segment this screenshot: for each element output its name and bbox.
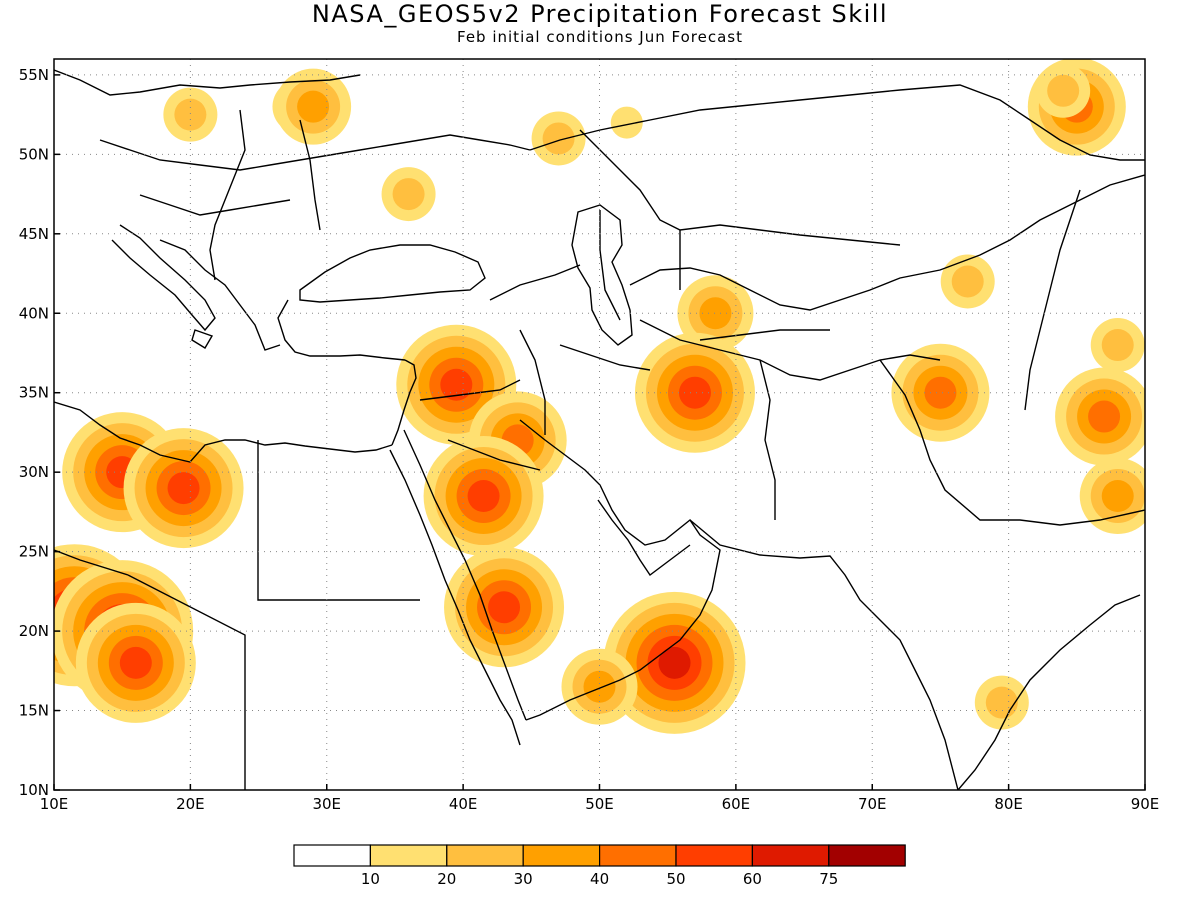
- colorbar: 10 20 30 40 50 60 75: [293, 844, 906, 888]
- skill-patch-15-level-3: [583, 670, 616, 703]
- tick-label-80E: 80E: [994, 795, 1023, 813]
- skill-patch-23-level-3: [1101, 480, 1134, 513]
- skill-patch-7-level-2: [1047, 74, 1080, 107]
- colorbar-label-50: 50: [666, 870, 685, 888]
- skill-patch-12-level-5: [467, 480, 500, 513]
- skill-patch-8-level-3: [699, 297, 732, 330]
- skill-patch-5-level-2: [542, 122, 575, 155]
- colorbar-label-30: 30: [514, 870, 533, 888]
- tick-label-30E: 30E: [312, 795, 341, 813]
- colorbar-swatch-5: [675, 844, 754, 867]
- tick-label-60E: 60E: [722, 795, 751, 813]
- skill-patch-14-level-6: [658, 646, 691, 679]
- colorbar-swatch-7: [828, 844, 906, 867]
- tick-label-10E: 10E: [40, 795, 69, 813]
- tick-label-50N: 50N: [19, 145, 49, 163]
- colorbar-label-75: 75: [819, 870, 838, 888]
- tick-label-35N: 35N: [19, 384, 49, 402]
- tick-label-15N: 15N: [19, 702, 49, 720]
- tick-label-55N: 55N: [19, 66, 49, 84]
- skill-shading: [54, 59, 1145, 734]
- skill-patch-9-level-5: [678, 376, 711, 409]
- tick-label-90E: 90E: [1131, 795, 1160, 813]
- skill-patch-0-level-2: [174, 98, 207, 131]
- colorbar-swatch-2: [446, 844, 524, 867]
- tick-label-20E: 20E: [176, 795, 205, 813]
- skill-patch-22-level-4: [1088, 400, 1121, 433]
- skill-patch-4-level-1: [610, 106, 643, 139]
- coastlines-and-borders: [54, 69, 1145, 790]
- colorbar-label-60: 60: [743, 870, 762, 888]
- skill-patch-24-level-2: [985, 686, 1018, 719]
- tick-label-10N: 10N: [19, 781, 49, 799]
- colorbar-label-20: 20: [437, 870, 456, 888]
- colorbar-label-40: 40: [590, 870, 609, 888]
- tick-label-40N: 40N: [19, 304, 49, 322]
- skill-patch-2-level-3: [297, 90, 330, 123]
- tick-label-40E: 40E: [449, 795, 478, 813]
- tick-label-25N: 25N: [19, 543, 49, 561]
- tick-label-50E: 50E: [585, 795, 614, 813]
- colorbar-swatch-4: [598, 844, 677, 867]
- skill-patch-20-level-5: [119, 646, 152, 679]
- tick-label-20N: 20N: [19, 622, 49, 640]
- axes: 10E 20E 30E 40E 50E 60E 70E 80E 90E 10N 15N 20N 25N 3…: [19, 66, 1160, 813]
- colorbar-swatch-0: [293, 844, 372, 867]
- colorbar-swatch-3: [522, 844, 601, 867]
- colorbar-label-10: 10: [361, 870, 380, 888]
- skill-patch-21-level-4: [924, 376, 957, 409]
- skill-patch-3-level-2: [392, 178, 425, 211]
- map-title: NASA_GEOS5v2 Precipitation Forecast Skil…: [311, 0, 889, 28]
- skill-patch-10-level-5: [440, 368, 473, 401]
- colorbar-swatch-6: [751, 844, 830, 867]
- skill-patch-13-level-5: [488, 591, 521, 624]
- skill-patch-25-level-2: [951, 265, 984, 298]
- tick-label-45N: 45N: [19, 225, 49, 243]
- skill-patch-26-level-2: [1101, 329, 1134, 362]
- tick-label-30N: 30N: [19, 463, 49, 481]
- skill-patch-17-level-5: [167, 472, 200, 505]
- colorbar-swatch-1: [369, 844, 448, 867]
- tick-label-70E: 70E: [858, 795, 887, 813]
- map-subtitle: Feb initial conditions Jun Forecast: [457, 28, 743, 46]
